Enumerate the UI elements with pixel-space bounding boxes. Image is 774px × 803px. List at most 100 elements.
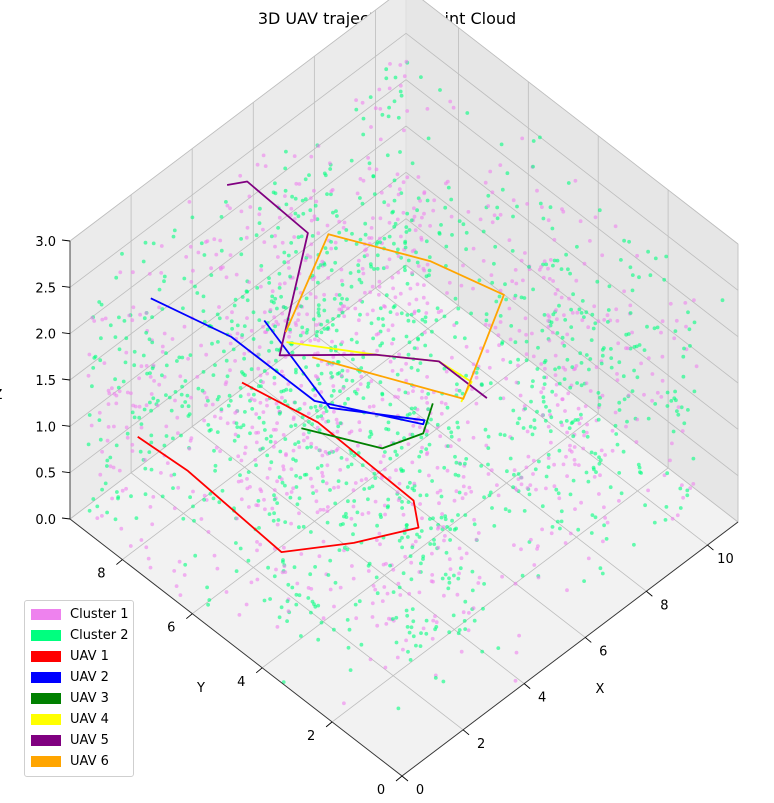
cloud-point	[512, 468, 517, 472]
cloud-point	[281, 464, 286, 469]
cloud-point	[255, 162, 260, 167]
cloud-point	[235, 331, 240, 336]
cloud-point	[371, 336, 375, 341]
cloud-point	[553, 353, 558, 358]
cloud-point	[255, 540, 259, 544]
legend-swatch	[31, 651, 61, 662]
cloud-point	[603, 453, 607, 457]
cloud-point	[428, 517, 432, 521]
cloud-point	[424, 239, 429, 244]
cloud-point	[463, 513, 468, 517]
cloud-point	[178, 374, 183, 379]
cloud-point	[531, 287, 535, 292]
cloud-point	[128, 544, 133, 548]
cloud-point	[282, 545, 286, 550]
cloud-point	[195, 375, 200, 379]
cloud-point	[294, 370, 298, 375]
cloud-point	[257, 345, 262, 349]
cloud-point	[252, 392, 256, 397]
cloud-point	[409, 625, 414, 630]
cloud-point	[388, 456, 393, 461]
cloud-point	[532, 563, 537, 567]
cloud-point	[557, 365, 561, 370]
cloud-point	[452, 573, 456, 578]
cloud-point	[523, 251, 527, 255]
cloud-point	[574, 278, 579, 283]
cloud-point	[322, 262, 327, 267]
z-tick-mark	[61, 239, 71, 242]
cloud-point	[449, 430, 454, 435]
cloud-point	[410, 161, 415, 166]
cloud-point	[619, 491, 624, 496]
cloud-point	[447, 580, 452, 585]
cloud-point	[426, 407, 431, 411]
cloud-point	[424, 395, 428, 400]
cloud-point	[597, 403, 602, 407]
cloud-point	[516, 363, 520, 368]
cloud-point	[228, 368, 232, 373]
cloud-point	[486, 204, 491, 208]
cloud-point	[239, 479, 244, 483]
cloud-point	[283, 437, 288, 441]
cloud-point	[384, 427, 388, 431]
cloud-point	[289, 521, 293, 526]
cloud-point	[567, 426, 572, 430]
x-tick-mark	[401, 775, 409, 782]
cloud-point	[464, 344, 469, 349]
cloud-point	[256, 366, 261, 371]
cloud-point	[338, 585, 343, 590]
cloud-point	[422, 211, 426, 216]
cloud-point	[569, 449, 574, 454]
cloud-point	[425, 375, 429, 379]
cloud-point	[144, 403, 149, 408]
cloud-point	[508, 456, 513, 461]
legend-swatch	[31, 714, 61, 725]
cloud-point	[457, 219, 462, 224]
cloud-point	[472, 618, 477, 623]
cloud-point	[280, 369, 284, 374]
legend-label: UAV 4	[70, 712, 109, 727]
cloud-point	[572, 458, 577, 462]
cloud-point	[375, 253, 380, 258]
cloud-point	[316, 144, 321, 148]
cloud-point	[300, 340, 304, 345]
cloud-point	[561, 462, 566, 467]
cloud-point	[200, 388, 205, 393]
cloud-point	[321, 616, 326, 621]
cloud-point	[313, 393, 318, 398]
cloud-point	[329, 192, 333, 197]
cloud-point	[212, 237, 217, 242]
cloud-point	[621, 449, 626, 454]
cloud-point	[553, 373, 558, 377]
cloud-point	[249, 580, 254, 585]
x-tick-mark	[523, 683, 531, 689]
cloud-point	[535, 409, 539, 414]
cloud-point	[563, 541, 568, 545]
cloud-point	[113, 517, 118, 522]
cloud-point	[243, 373, 247, 378]
cloud-point	[583, 404, 588, 409]
cloud-point	[546, 452, 551, 457]
cloud-point	[258, 542, 263, 547]
cloud-point	[368, 657, 373, 662]
cloud-point	[433, 676, 438, 680]
cloud-point	[263, 330, 267, 334]
cloud-point	[321, 507, 326, 512]
cloud-point	[289, 213, 293, 218]
cloud-point	[404, 59, 409, 64]
cloud-point	[593, 321, 598, 326]
cloud-point	[383, 305, 387, 309]
cloud-point	[642, 348, 647, 352]
cloud-point	[345, 369, 350, 373]
cloud-point	[390, 617, 395, 621]
cloud-point	[359, 478, 364, 483]
cloud-point	[630, 288, 635, 293]
cloud-point	[308, 255, 313, 259]
cloud-point	[675, 513, 680, 518]
cloud-point	[551, 263, 555, 268]
cloud-point	[427, 442, 432, 447]
cloud-point	[162, 274, 167, 279]
cloud-point	[419, 75, 423, 79]
cloud-point	[584, 430, 589, 435]
cloud-point	[295, 502, 300, 507]
